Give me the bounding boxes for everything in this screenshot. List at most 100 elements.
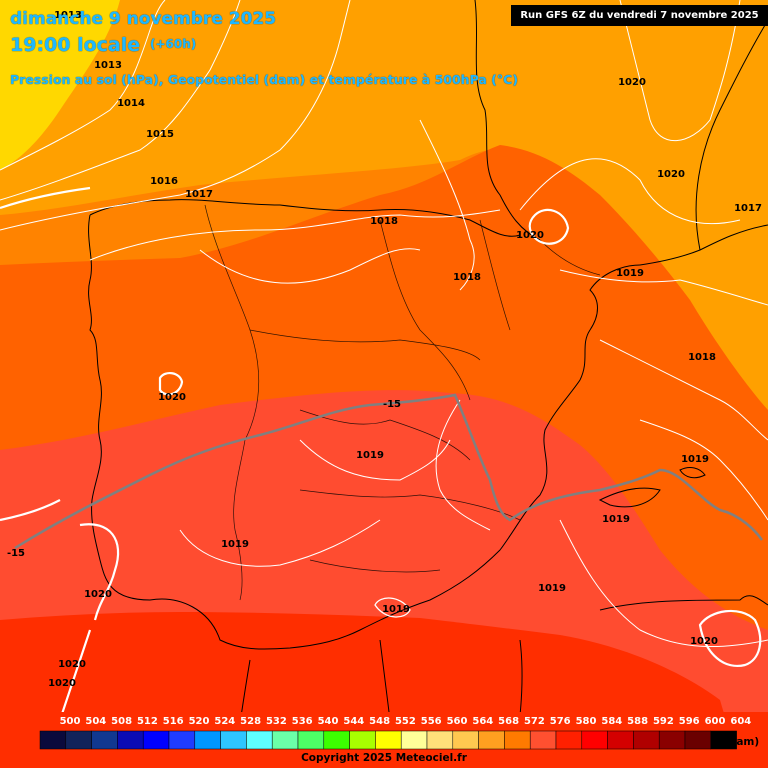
legend-swatch	[555, 730, 583, 750]
legend-value: 528	[240, 716, 261, 727]
legend-swatch	[452, 730, 479, 750]
legend-swatch	[504, 730, 531, 750]
borders	[204, 204, 601, 601]
legend-swatch	[529, 730, 557, 750]
isobar-label: 1013	[94, 60, 122, 71]
isobar-label: 1019	[681, 454, 709, 465]
isobar-label: 1018	[370, 216, 398, 227]
isobar-label: 1019	[356, 450, 384, 461]
isobar-label: 1018	[688, 352, 716, 363]
isobar-label: 1015	[146, 129, 174, 140]
legend-value: 540	[318, 716, 339, 727]
legend-values: 500 504 508 512 516 520 524 528 532 536 540 544 548 5…	[60, 716, 752, 727]
legend-swatch	[91, 730, 118, 750]
colour-legend: 500 504 508 512 516 520 524 528 532 536 540 544 548 5…	[0, 712, 768, 768]
isobar-label: 1020	[657, 169, 685, 180]
isobar-label: 1013	[54, 10, 82, 21]
isobar-label: 1020	[158, 392, 186, 403]
legend-value: 600	[705, 716, 726, 727]
isotherm-label: -15	[7, 548, 25, 559]
legend-swatch	[684, 730, 712, 750]
legend-swatch	[220, 730, 247, 750]
isobar-label: 1020	[48, 678, 76, 689]
legend-swatch	[323, 730, 350, 750]
legend-swatch	[117, 730, 144, 750]
geopotential-band-560	[0, 0, 120, 170]
legend-value: 516	[163, 716, 184, 727]
legend-swatch	[478, 730, 505, 750]
legend-swatch	[271, 730, 299, 750]
isobar-label: 1017	[734, 203, 762, 214]
legend-swatch	[607, 730, 634, 750]
legend-value: 536	[292, 716, 313, 727]
legend-swatch	[349, 730, 376, 750]
legend-swatch	[142, 730, 170, 750]
map-subtitle: Pression au sol (hPa), Geopotentiel (dam…	[10, 72, 519, 87]
isotherm-labels: -15 -15	[7, 399, 401, 559]
legend-swatch	[400, 730, 428, 750]
isobar-label: 1020	[516, 230, 544, 241]
legend-value: 576	[550, 716, 571, 727]
legend-value: 520	[189, 716, 210, 727]
legend-swatch	[658, 730, 686, 750]
isobar-label: 1020	[58, 659, 86, 670]
legend-swatch	[581, 730, 608, 750]
isobar-label: 1019	[616, 268, 644, 279]
legend-value: 556	[421, 716, 442, 727]
legend-swatch	[39, 730, 67, 750]
legend-value: 584	[601, 716, 622, 727]
isotherm-label: -15	[383, 399, 401, 410]
legend-swatch	[426, 730, 454, 750]
legend-value: 588	[627, 716, 648, 727]
forecast-time: 19:00 locale	[10, 34, 141, 56]
forecast-date: dimanche 9 novembre 2025	[10, 9, 277, 29]
legend-value: 580	[576, 716, 597, 727]
isobar-label: 1019	[221, 539, 249, 550]
legend-value: 568	[498, 716, 519, 727]
legend-swatch	[710, 730, 737, 750]
legend-value: 564	[472, 716, 493, 727]
isobar-label: 1018	[453, 272, 481, 283]
geopotential-band-564	[0, 0, 768, 420]
legend-value: 524	[214, 716, 235, 727]
isobar-label: 1019	[382, 604, 410, 615]
isobar-label: 1019	[538, 583, 566, 594]
legend-value: 544	[343, 716, 364, 727]
legend-swatch	[297, 730, 325, 750]
legend-value: 592	[653, 716, 674, 727]
isobar-label: 1016	[150, 176, 178, 187]
legend-value: 560	[447, 716, 468, 727]
copyright-notice: Copyright 2025 Meteociel.fr	[301, 752, 467, 764]
isobar-label: 1019	[602, 514, 630, 525]
legend-swatch	[168, 730, 196, 750]
isobar-label: 1020	[618, 77, 646, 88]
legend-swatch	[194, 730, 221, 750]
legend-value: 512	[137, 716, 158, 727]
isobar-label: 1020	[690, 636, 718, 647]
legend-value: 532	[266, 716, 287, 727]
legend-swatches	[39, 730, 737, 750]
isobar-label: 1020	[84, 589, 112, 600]
legend-swatch	[633, 730, 660, 750]
legend-swatch	[65, 730, 92, 750]
legend-value: 552	[395, 716, 416, 727]
legend-value: 548	[369, 716, 390, 727]
legend-value: 508	[111, 716, 132, 727]
legend-value: 596	[679, 716, 700, 727]
legend-value: 500	[60, 716, 81, 727]
forecast-lead-time: (+60h)	[150, 37, 197, 51]
legend-value: 604	[730, 716, 751, 727]
isobar-label: 1017	[185, 189, 213, 200]
isobar-labels: 1013 1013 1014 1015 1016 1017 1018 1018 …	[48, 10, 762, 759]
legend-value: 572	[524, 716, 545, 727]
legend-value: 504	[85, 716, 106, 727]
legend-swatch	[375, 730, 402, 750]
coastlines	[88, 0, 768, 761]
isobar-label: 1014	[117, 98, 145, 109]
isotherm-minus-15	[14, 393, 764, 550]
legend-unit: (dam)	[724, 736, 760, 748]
legend-swatch	[246, 730, 273, 750]
